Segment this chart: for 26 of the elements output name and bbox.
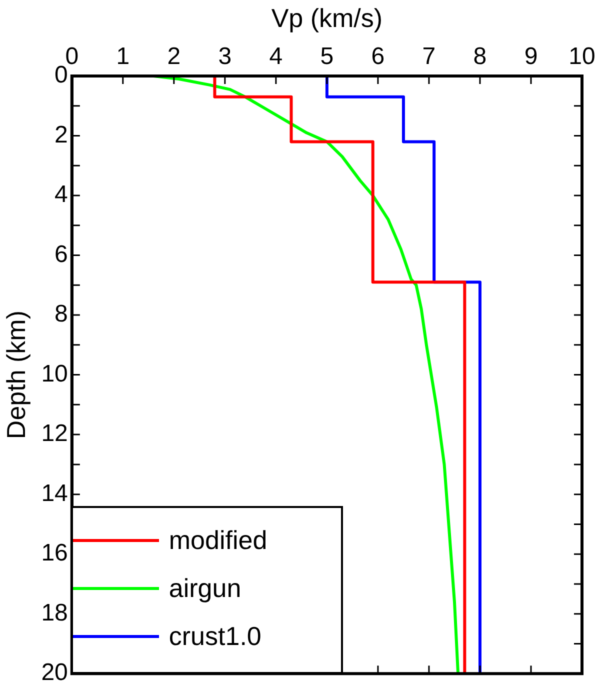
legend-label: crust1.0 [168,621,262,652]
x-tick-label: 6 [371,43,385,70]
y-tick-label: 4 [54,181,68,208]
y-tick-label: 2 [54,121,68,148]
y-tick-label: 12 [41,420,68,448]
x-tick-label: 1 [116,43,130,70]
legend-label: modified [168,525,268,556]
x-tick-label: 4 [269,43,283,70]
y-tick-label: 10 [41,360,68,388]
y-tick-label: 18 [41,599,68,626]
x-tick-label: 7 [422,43,436,70]
y-axis-title: Depth (km) [0,310,31,440]
y-tick-label: 0 [54,62,68,89]
x-tick-label: 10 [568,43,596,70]
x-tick-label: 9 [524,43,538,70]
x-tick-label: 2 [167,43,181,70]
y-tick-label: 6 [54,240,68,268]
y-tick-label: 16 [41,540,68,567]
y-tick-label: 20 [41,659,68,686]
y-tick-label: 8 [54,300,68,328]
x-tick-label: 5 [320,43,334,70]
x-axis-title: Vp (km/s) [271,2,383,33]
x-tick-label: 3 [218,43,232,70]
legend-label: airgun [168,573,242,604]
y-tick-label: 14 [41,480,68,507]
x-tick-label: 8 [473,43,487,70]
